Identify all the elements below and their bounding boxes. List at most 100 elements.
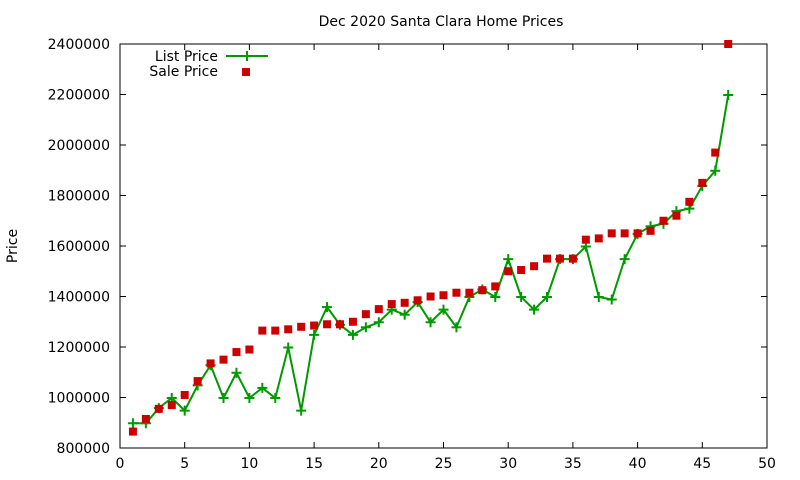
data-point-sale-price [672,211,681,220]
y-tick-label: 1800000 [48,189,110,205]
data-point-sale-price [400,298,409,307]
data-point-sale-price [504,267,513,276]
data-point-list-price [322,302,333,313]
data-point-sale-price [724,40,733,48]
data-point-sale-price [698,178,707,187]
x-tick-label: 20 [370,456,388,472]
data-point-sale-price [452,288,461,297]
data-point-sale-price [517,265,526,274]
series-layer [127,40,734,436]
data-point-list-price [503,254,514,265]
x-tick-label: 15 [305,456,323,472]
data-point-sale-price [581,235,590,244]
data-point-sale-price [284,325,293,334]
x-tick-label: 40 [629,456,647,472]
data-point-sale-price [180,390,189,399]
data-point-sale-price [633,229,642,238]
data-point-list-price [723,90,734,101]
data-point-sale-price [374,305,383,314]
data-point-list-price [619,254,630,265]
data-point-sale-price [465,288,474,297]
legend: List Price Sale Price [149,49,268,80]
chart-title: Dec 2020 Santa Clara Home Prices [319,14,564,30]
data-point-list-price [425,317,436,328]
data-point-list-price [373,317,384,328]
data-point-list-price [516,292,527,303]
data-point-list-price [127,418,138,429]
data-point-sale-price [478,286,487,295]
data-point-list-price [399,309,410,320]
data-point-sale-price [361,310,370,319]
data-point-list-price [257,382,268,393]
data-point-sale-price [219,355,228,364]
data-point-sale-price [685,197,694,206]
series-list-price [127,90,734,429]
data-point-list-price [231,367,242,378]
x-tick-label: 50 [758,456,776,472]
data-point-sale-price [543,254,552,263]
legend-marker-sale-price [242,68,250,76]
data-point-sale-price [607,229,616,238]
series-sale-price [128,40,733,436]
data-point-list-price [179,405,190,416]
plot-frame [119,43,768,449]
y-tick-label: 2000000 [48,138,110,154]
data-point-sale-price [128,427,137,436]
data-point-sale-price [568,254,577,263]
data-point-list-price [451,322,462,333]
data-point-sale-price [193,377,202,386]
series-line-list-price [132,94,730,425]
data-point-sale-price [232,348,241,357]
data-point-sale-price [348,317,357,326]
data-point-sale-price [555,254,564,263]
y-tick-label: 1000000 [48,391,110,407]
x-tick-label: 5 [180,456,189,472]
y-tick-label: 1600000 [48,239,110,255]
data-point-list-price [283,342,294,353]
data-point-list-price [347,329,358,340]
data-point-list-price [309,329,320,340]
data-point-sale-price [206,359,215,368]
data-point-list-price [244,393,255,404]
data-point-list-price [710,165,721,176]
x-tick-label: 45 [693,456,711,472]
data-point-sale-price [167,401,176,410]
data-point-sale-price [141,414,150,423]
y-tick-label: 1200000 [48,340,110,356]
data-point-sale-price [271,326,280,335]
data-point-sale-price [413,296,422,305]
data-point-sale-price [659,216,668,225]
x-tick-label: 0 [116,456,125,472]
y-tick-label: 2400000 [48,37,110,53]
data-point-list-price [296,405,307,416]
data-point-sale-price [297,322,306,331]
data-point-sale-price [154,404,163,413]
legend-label-sale-price: Sale Price [149,64,218,80]
y-axis-label: Price [5,229,21,263]
data-point-list-price [529,304,540,315]
data-point-sale-price [491,282,500,291]
data-point-list-price [490,292,501,303]
data-point-list-price [270,393,281,404]
x-tick-label: 10 [240,456,258,472]
data-point-sale-price [245,345,254,354]
x-tick-label: 25 [435,456,453,472]
data-point-list-price [438,304,449,315]
data-point-sale-price [387,300,396,309]
data-point-list-price [606,294,617,305]
legend-label-list-price: List Price [155,49,218,65]
data-point-sale-price [426,292,435,301]
data-point-sale-price [711,148,720,157]
data-point-sale-price [258,326,267,335]
data-point-sale-price [323,320,332,329]
data-point-sale-price [594,234,603,243]
axis-ticks: 0 5 10 15 20 25 30 35 40 45 50 800000 1000000 1200000… [48,37,776,472]
data-point-sale-price [530,262,539,271]
data-point-list-price [542,292,553,303]
y-tick-label: 1400000 [48,290,110,306]
data-point-sale-price [620,229,629,238]
legend-marker-list-price [242,51,252,61]
data-point-sale-price [310,321,319,330]
x-tick-label: 35 [564,456,582,472]
